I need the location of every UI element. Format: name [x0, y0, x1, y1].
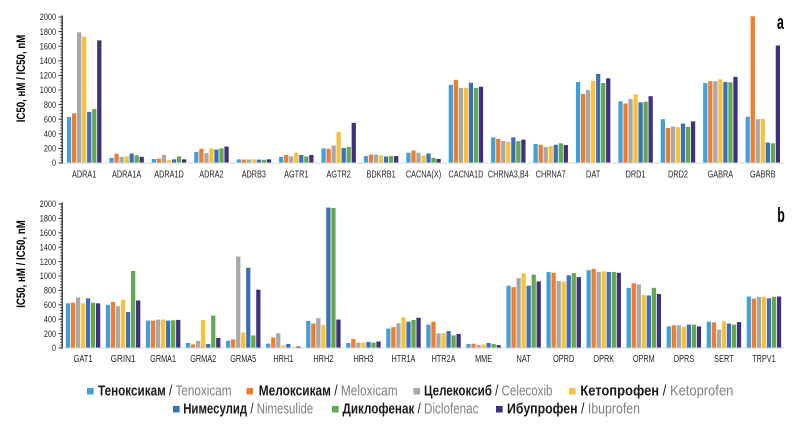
svg-text:1400: 1400	[40, 56, 56, 66]
svg-text:DAT: DAT	[586, 169, 601, 180]
svg-text:HTR2A: HTR2A	[432, 354, 456, 365]
svg-text:CHRNA3,B4: CHRNA3,B4	[488, 169, 529, 180]
svg-text:GRMA1: GRMA1	[150, 354, 176, 365]
svg-text:CACNA(X): CACNA(X)	[406, 169, 441, 180]
svg-text:Ибупрофен / Ibuprofen: Ибупрофен / Ibuprofen	[507, 402, 640, 418]
svg-text:a: a	[777, 11, 784, 34]
svg-text:400: 400	[44, 314, 56, 324]
svg-text:IC50, нМ / IC50, nM: IC50, нМ / IC50, nM	[16, 220, 28, 308]
svg-text:SERT: SERT	[714, 354, 734, 365]
svg-text:600: 600	[44, 114, 56, 124]
svg-text:1000: 1000	[40, 85, 56, 95]
svg-text:800: 800	[44, 286, 56, 296]
svg-text:200: 200	[44, 329, 56, 339]
svg-text:Диклофенак / Diclofenac: Диклофенак / Diclofenac	[343, 402, 479, 418]
svg-text:400: 400	[44, 129, 56, 139]
svg-text:1800: 1800	[40, 27, 56, 37]
svg-text:BDKRB1: BDKRB1	[366, 169, 396, 180]
svg-text:AGTR2: AGTR2	[327, 169, 352, 180]
svg-text:OPRK: OPRK	[593, 354, 614, 365]
svg-text:800: 800	[44, 100, 56, 110]
svg-text:ADRA1A: ADRA1A	[112, 169, 141, 180]
svg-text:b: b	[777, 204, 785, 227]
svg-text:1400: 1400	[40, 242, 56, 252]
svg-text:0: 0	[52, 158, 56, 168]
svg-text:GRIN1: GRIN1	[111, 354, 136, 365]
svg-text:OPRS: OPRS	[674, 354, 695, 365]
svg-text:GABRA: GABRA	[708, 169, 734, 180]
svg-text:1600: 1600	[40, 41, 56, 51]
svg-text:TRPV1: TRPV1	[752, 354, 776, 365]
svg-text:2000: 2000	[40, 12, 56, 22]
svg-text:NAT: NAT	[516, 354, 531, 365]
svg-text:GRMA5: GRMA5	[230, 354, 256, 365]
svg-text:OPRM: OPRM	[633, 354, 655, 365]
svg-text:ADRA2: ADRA2	[199, 169, 224, 180]
svg-text:ADRB3: ADRB3	[242, 169, 267, 180]
svg-text:1200: 1200	[40, 257, 56, 267]
svg-text:ADRA1D: ADRA1D	[154, 169, 184, 180]
svg-text:IC50, нМ / IC50, nM: IC50, нМ / IC50, nM	[16, 35, 28, 123]
svg-text:HRH3: HRH3	[353, 354, 373, 365]
svg-text:0: 0	[52, 343, 56, 353]
svg-text:GRMA2: GRMA2	[190, 354, 216, 365]
svg-text:1200: 1200	[40, 71, 56, 81]
svg-text:600: 600	[44, 300, 56, 310]
svg-text:HRH1: HRH1	[273, 354, 293, 365]
svg-text:HRH2: HRH2	[313, 354, 333, 365]
svg-text:Теноксикам / Tenoxicam: Теноксикам / Tenoxicam	[98, 384, 232, 400]
svg-text:Кетопрофен / Ketoprofen: Кетопрофен / Ketoprofen	[580, 384, 733, 400]
svg-text:CACNA1D: CACNA1D	[448, 169, 483, 180]
svg-text:ADRA1: ADRA1	[72, 169, 97, 180]
svg-text:Целекоксиб / Celecoxib: Целекоксиб / Celecoxib	[424, 384, 553, 400]
svg-text:HTR1A: HTR1A	[392, 354, 416, 365]
svg-text:MME: MME	[475, 354, 492, 365]
svg-text:1800: 1800	[40, 214, 56, 224]
svg-text:OPRD: OPRD	[553, 354, 574, 365]
svg-text:Нимесулид / Nimesulide: Нимесулид / Nimesulide	[183, 402, 313, 418]
svg-text:CHRNA7: CHRNA7	[536, 169, 566, 180]
svg-text:2000: 2000	[40, 199, 56, 209]
svg-text:200: 200	[44, 144, 56, 154]
svg-text:AGTR1: AGTR1	[284, 169, 309, 180]
svg-text:Мелоксикам / Meloxicam: Мелоксикам / Meloxicam	[259, 384, 398, 400]
svg-text:DRD1: DRD1	[626, 169, 646, 180]
svg-text:1000: 1000	[40, 271, 56, 281]
svg-text:GABRB: GABRB	[750, 169, 776, 180]
svg-text:1600: 1600	[40, 228, 56, 238]
svg-text:GAT1: GAT1	[73, 354, 92, 365]
svg-text:DRD2: DRD2	[668, 169, 688, 180]
